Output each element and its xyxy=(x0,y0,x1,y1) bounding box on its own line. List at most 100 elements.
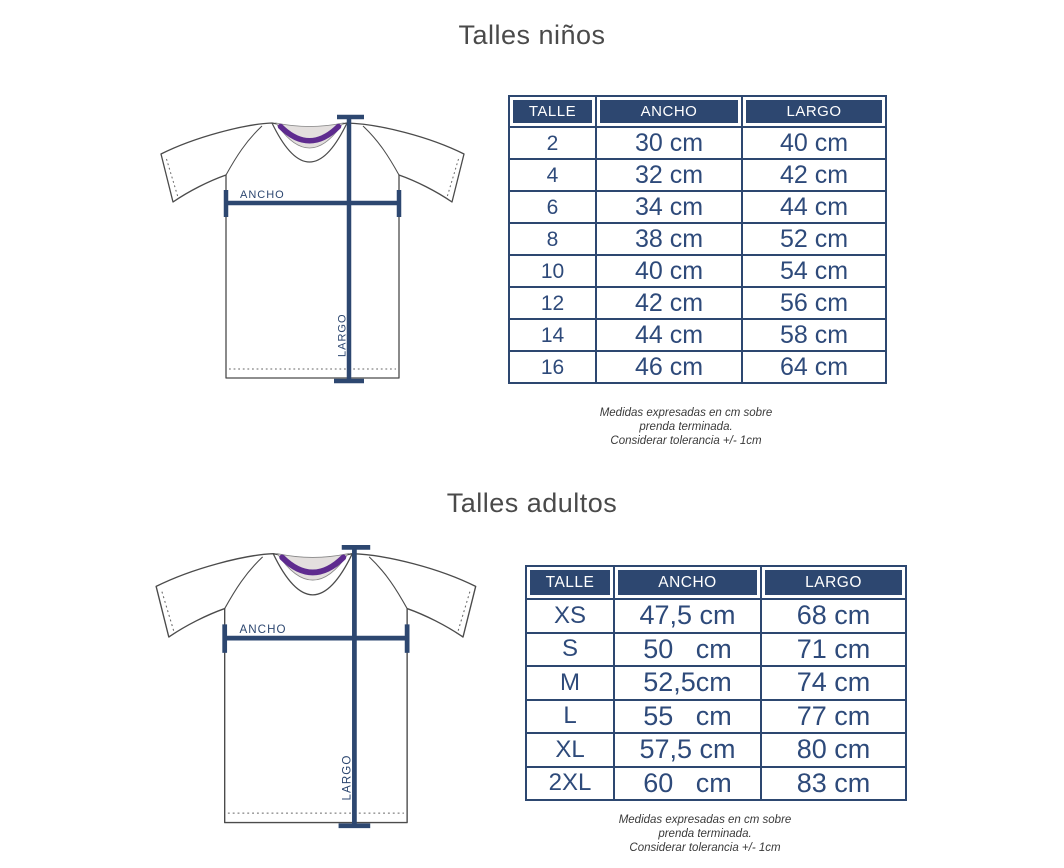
largo-label: LARGO xyxy=(341,755,354,801)
table-row: 2 30 cm 40 cm xyxy=(508,126,887,160)
size-cell: XL xyxy=(525,732,615,768)
adults-footnote: Medidas expresadas en cm sobre prenda te… xyxy=(515,813,895,855)
table-row: XS 47,5 cm 68 cm xyxy=(525,598,907,634)
kids-size-table: TALLE ANCHO LARGO 2 30 cm 40 cm 4 32 cm 42 cm 6 34… xyxy=(508,95,887,384)
header-chip: ANCHO xyxy=(600,100,738,123)
value-cell: 58 cm xyxy=(741,318,887,352)
kids-section-title: Talles niños xyxy=(458,20,606,50)
footnote-line: Medidas expresadas en cm sobre xyxy=(599,407,773,419)
header-chip: TALLE xyxy=(530,570,610,595)
size-cell: 6 xyxy=(508,190,597,224)
value-cell: 46 cm xyxy=(595,350,743,384)
size-cell: 2 xyxy=(508,126,597,160)
largo-label: LARGO xyxy=(337,313,349,357)
value-cell: 52 cm xyxy=(741,222,887,256)
value-cell: 50 cm xyxy=(613,631,762,667)
value-cell: 30 cm xyxy=(595,126,743,160)
size-cell: L xyxy=(525,698,615,734)
header-cell-talle: TALLE xyxy=(525,565,615,600)
header-cell-ancho: ANCHO xyxy=(613,565,762,600)
table-row: M 52,5cm 74 cm xyxy=(525,665,907,701)
size-cell: XS xyxy=(525,598,615,634)
value-cell: 80 cm xyxy=(760,732,907,768)
adults-size-table: TALLE ANCHO LARGO XS 47,5 cm 68 cm S 50 cm 71 cm… xyxy=(525,565,907,801)
value-cell: 60 cm xyxy=(613,765,762,801)
header-chip: TALLE xyxy=(513,100,592,123)
value-cell: 54 cm xyxy=(741,254,887,288)
header-cell-largo: LARGO xyxy=(760,565,907,600)
value-cell: 38 cm xyxy=(595,222,743,256)
value-cell: 77 cm xyxy=(760,698,907,734)
value-cell: 42 cm xyxy=(741,158,887,192)
size-cell: 14 xyxy=(508,318,597,352)
value-cell: 83 cm xyxy=(760,765,907,801)
size-cell: S xyxy=(525,631,615,667)
value-cell: 56 cm xyxy=(741,286,887,320)
value-cell: 40 cm xyxy=(741,126,887,160)
measurement-lines xyxy=(222,545,410,829)
right-sleeve-seam xyxy=(362,125,400,176)
ancho-label: ANCHO xyxy=(240,189,285,201)
size-cell: 12 xyxy=(508,286,597,320)
header-row: TALLE ANCHO LARGO xyxy=(525,565,907,600)
size-cell: 4 xyxy=(508,158,597,192)
value-cell: 32 cm xyxy=(595,158,743,192)
table-row: 4 32 cm 42 cm xyxy=(508,158,887,192)
kids-tshirt-diagram: ANCHO LARGO xyxy=(160,114,465,384)
adults-tshirt-diagram: ANCHO LARGO xyxy=(155,545,477,829)
footnote-line: Medidas expresadas en cm sobre xyxy=(618,814,792,826)
table-row: S 50 cm 71 cm xyxy=(525,631,907,667)
footnote-line: Considerar tolerancia +/- 1cm xyxy=(629,842,781,854)
table-row: 14 44 cm 58 cm xyxy=(508,318,887,352)
measurement-lines xyxy=(223,114,402,384)
header-row: TALLE ANCHO LARGO xyxy=(508,95,887,128)
collar-front-band xyxy=(272,553,353,596)
footnote-line: prenda terminada. xyxy=(639,421,733,433)
size-cell: 8 xyxy=(508,222,597,256)
footnote-line: prenda terminada. xyxy=(658,828,752,840)
header-cell-talle: TALLE xyxy=(508,95,597,128)
header-chip: LARGO xyxy=(746,100,882,123)
size-cell: 16 xyxy=(508,350,597,384)
value-cell: 68 cm xyxy=(760,598,907,634)
size-cell: 10 xyxy=(508,254,597,288)
value-cell: 71 cm xyxy=(760,631,907,667)
table-row: 8 38 cm 52 cm xyxy=(508,222,887,256)
size-cell: M xyxy=(525,665,615,701)
kids-footnote: Medidas expresadas en cm sobre prenda te… xyxy=(496,406,876,448)
collar-purple-band xyxy=(277,123,342,144)
table-row: 10 40 cm 54 cm xyxy=(508,254,887,288)
header-chip: ANCHO xyxy=(618,570,757,595)
table-row: 6 34 cm 44 cm xyxy=(508,190,887,224)
collar-inside xyxy=(275,122,344,149)
table-row: L 55 cm 77 cm xyxy=(525,698,907,734)
value-cell: 52,5cm xyxy=(613,665,762,701)
footnote-line: Considerar tolerancia +/- 1cm xyxy=(610,435,762,447)
value-cell: 40 cm xyxy=(595,254,743,288)
value-cell: 34 cm xyxy=(595,190,743,224)
header-chip: LARGO xyxy=(765,570,902,595)
collar-inside xyxy=(276,553,349,581)
value-cell: 47,5 cm xyxy=(613,598,762,634)
table-row: 2XL 60 cm 83 cm xyxy=(525,765,907,801)
value-cell: 57,5 cm xyxy=(613,732,762,768)
value-cell: 64 cm xyxy=(741,350,887,384)
left-sleeve-seam xyxy=(225,125,263,176)
table-row: 12 42 cm 56 cm xyxy=(508,286,887,320)
value-cell: 42 cm xyxy=(595,286,743,320)
right-sleeve-seam xyxy=(368,556,408,609)
value-cell: 44 cm xyxy=(595,318,743,352)
value-cell: 74 cm xyxy=(760,665,907,701)
collar-purple-band xyxy=(279,554,347,576)
header-cell-largo: LARGO xyxy=(741,95,887,128)
header-cell-ancho: ANCHO xyxy=(595,95,743,128)
ancho-label: ANCHO xyxy=(239,623,286,636)
table-row: XL 57,5 cm 80 cm xyxy=(525,732,907,768)
collar-front-band xyxy=(271,122,348,163)
left-sleeve-seam xyxy=(224,556,264,609)
table-row: 16 46 cm 64 cm xyxy=(508,350,887,384)
value-cell: 55 cm xyxy=(613,698,762,734)
value-cell: 44 cm xyxy=(741,190,887,224)
adults-section-title: Talles adultos xyxy=(446,488,618,518)
